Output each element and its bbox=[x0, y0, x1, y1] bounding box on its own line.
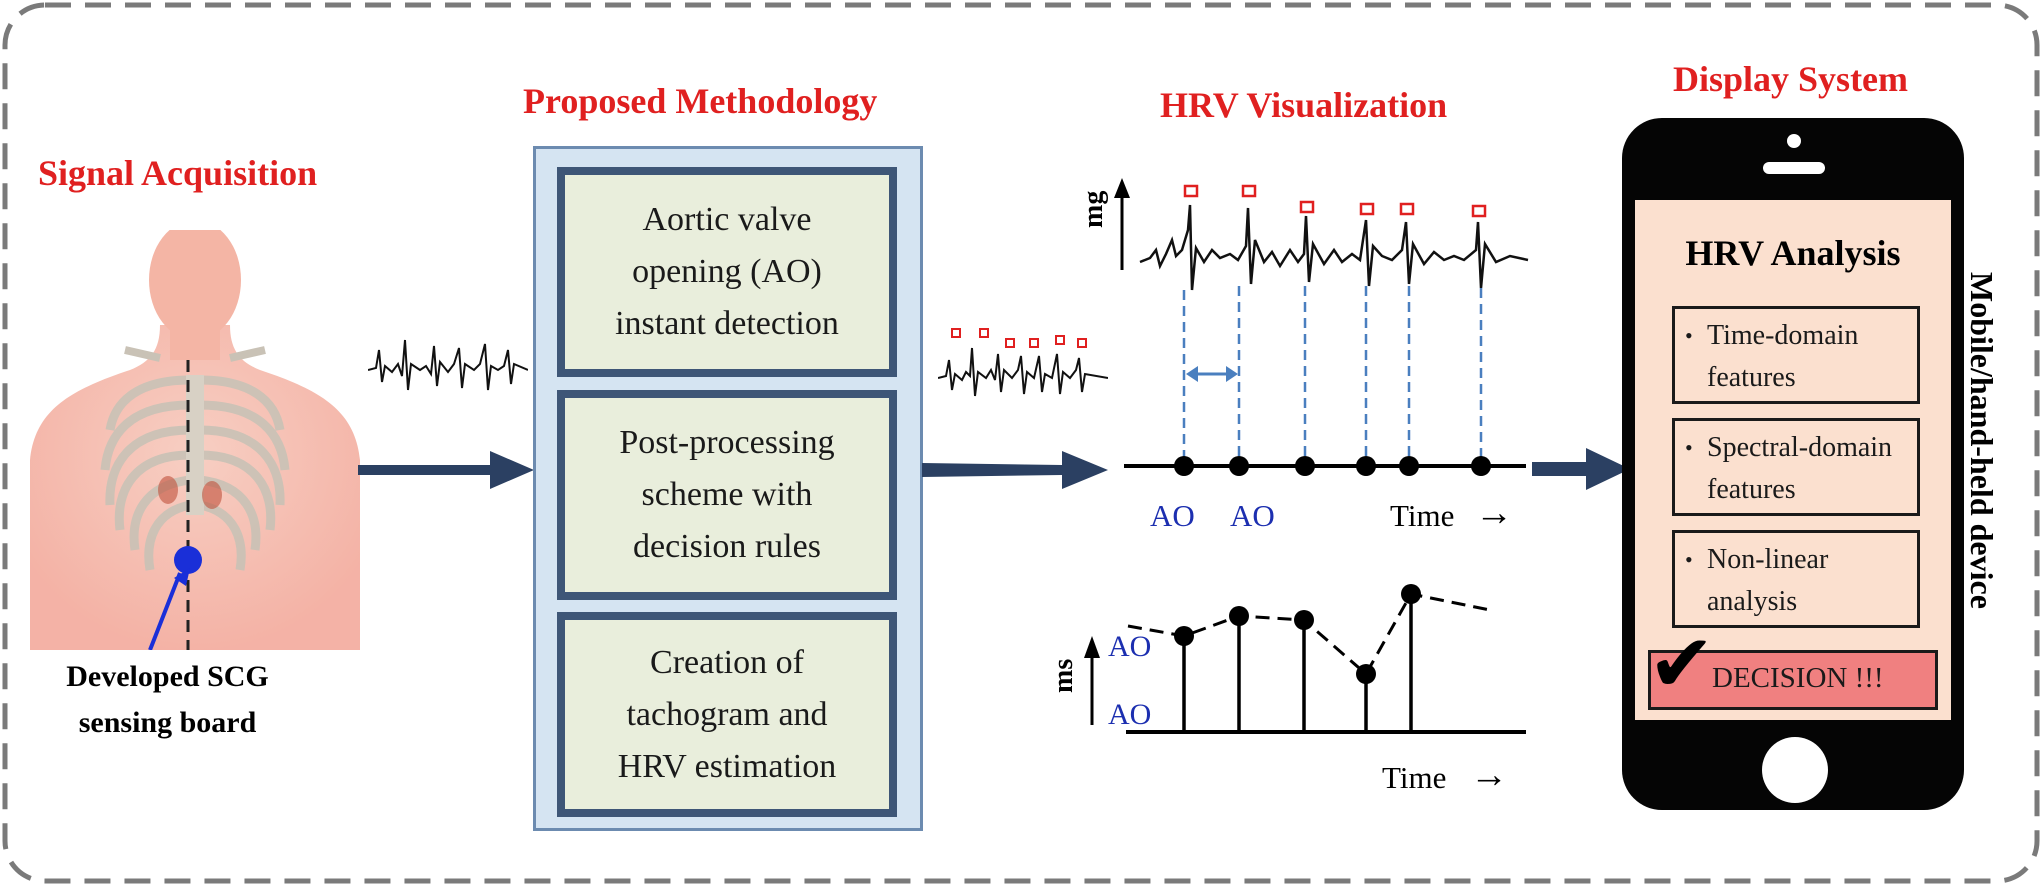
method-step-1: Aortic valve opening (AO) instant detect… bbox=[557, 167, 897, 377]
tachogram-plot bbox=[1084, 584, 1526, 734]
feature-non-linear: Non-linear analysis bbox=[1707, 544, 1829, 617]
tachogram-time-label: Time bbox=[1382, 760, 1447, 795]
phone-speaker bbox=[1763, 162, 1825, 174]
scg-ao-label-2: AO bbox=[1230, 498, 1275, 533]
method-step-1-line1: Aortic valve bbox=[642, 201, 812, 238]
title-hrv-visualization: HRV Visualization bbox=[1160, 85, 1448, 125]
hrv-scg-plot bbox=[1114, 178, 1529, 476]
method-step-3-line1: Creation of bbox=[650, 643, 804, 681]
method-step-3-line2: tachogram and bbox=[626, 695, 828, 733]
scg-ylabel: mg bbox=[1078, 190, 1109, 228]
bullet-3: • bbox=[1685, 547, 1693, 572]
feature-box-non-linear: • Non-linear analysis bbox=[1672, 530, 1920, 628]
sensor-caption-line1: Developed SCG bbox=[66, 660, 269, 693]
raw-scg-signal bbox=[368, 339, 528, 391]
arrow-icon bbox=[358, 451, 534, 489]
scg-ao-label-1: AO bbox=[1150, 498, 1195, 533]
decision-box[interactable] bbox=[1648, 650, 1938, 710]
feature-box-time-domain: • Time-domain features bbox=[1672, 306, 1920, 404]
sensor-caption-line2: sensing board bbox=[78, 706, 257, 739]
method-step-2-line1: Post-processing bbox=[619, 424, 835, 461]
decision-label: DECISION !!! bbox=[1712, 662, 1884, 694]
title-signal-acquisition: Signal Acquisition bbox=[38, 153, 318, 193]
method-step-2-line2: scheme with bbox=[641, 476, 813, 513]
phone-title: HRV Analysis bbox=[1685, 233, 1901, 273]
arrow-icon bbox=[922, 451, 1108, 489]
annotated-scg-signal bbox=[938, 328, 1108, 397]
body-illustration bbox=[30, 230, 360, 650]
method-step-1-line2: opening (AO) bbox=[632, 253, 822, 290]
device-side-label: Mobile/hand-held device bbox=[1964, 272, 2000, 609]
phone-home-button[interactable] bbox=[1762, 737, 1828, 803]
title-display-system: Display System bbox=[1673, 59, 1909, 99]
tachogram-time-arrow: → bbox=[1470, 754, 1508, 796]
feature-time-domain: Time-domain features bbox=[1707, 320, 1859, 393]
title-proposed-methodology: Proposed Methodology bbox=[523, 81, 878, 121]
bullet-1: • bbox=[1685, 323, 1693, 348]
phone-camera bbox=[1787, 134, 1801, 148]
method-step-2: Post-processing scheme with decision rul… bbox=[557, 390, 897, 600]
tachogram-ao-label-2: AO bbox=[1108, 698, 1152, 731]
method-step-3-line3: HRV estimation bbox=[617, 747, 837, 785]
feature-box-spectral-domain: • Spectral-domain features bbox=[1672, 418, 1920, 516]
scg-time-label: Time bbox=[1390, 498, 1455, 533]
tachogram-ao-label-1: AO bbox=[1108, 630, 1152, 663]
bullet-2: • bbox=[1685, 435, 1693, 460]
method-step-1-line3: instant detection bbox=[615, 305, 839, 342]
method-step-3: Creation of tachogram and HRV estimation bbox=[557, 612, 897, 817]
scg-time-arrow: → bbox=[1475, 492, 1513, 534]
sensor-dot bbox=[174, 546, 202, 574]
method-step-2-line3: decision rules bbox=[633, 528, 821, 565]
check-icon: ✔ bbox=[1648, 621, 1716, 709]
feature-spectral-domain: Spectral-domain features bbox=[1707, 432, 1893, 505]
arrow-icon bbox=[1532, 448, 1630, 490]
tachogram-ylabel: ms bbox=[1048, 658, 1079, 693]
